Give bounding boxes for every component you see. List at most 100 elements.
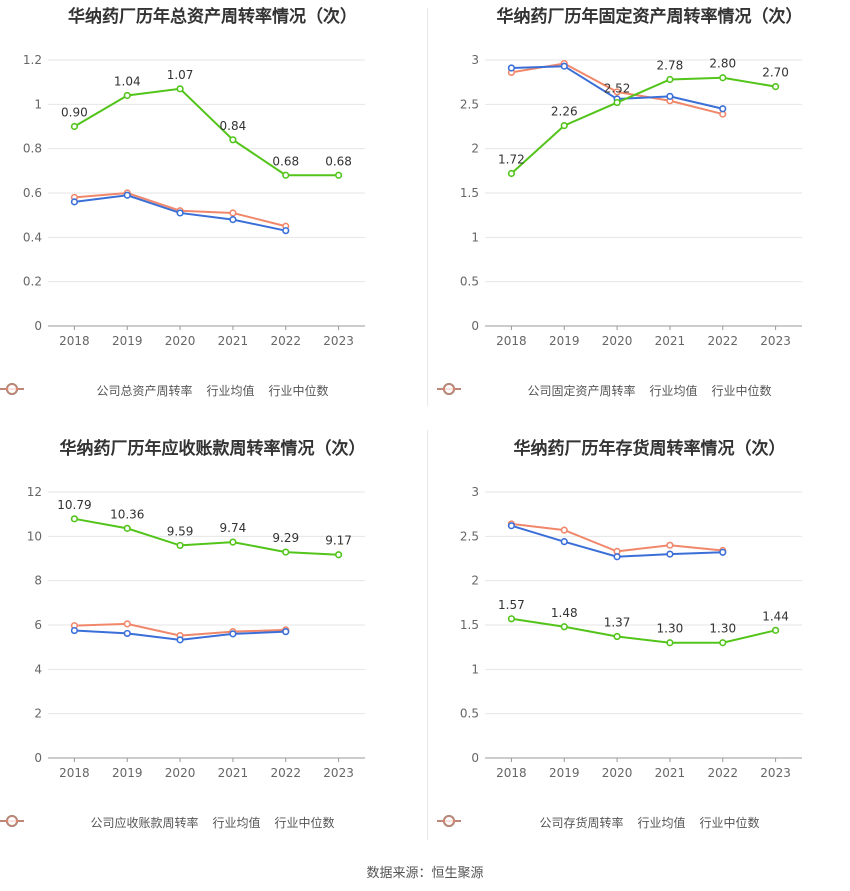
data-point xyxy=(229,630,237,638)
x-tick-label: 2019 xyxy=(112,766,143,780)
x-tick-label: 2021 xyxy=(655,334,686,348)
y-tick-label: 2.5 xyxy=(460,97,479,111)
x-tick-label: 2018 xyxy=(59,766,90,780)
legend-company[interactable]: 公司固定资产周转率 xyxy=(437,382,635,399)
y-tick-label: 1 xyxy=(34,97,42,111)
data-point xyxy=(507,169,516,178)
y-tick-label: 12 xyxy=(27,485,42,499)
data-label: 10.79 xyxy=(57,498,91,512)
line-chart-svg: 0 0.5 1 1.5 2 2.5 3 2018 2019 2020 2021 2022 2023 1.5… xyxy=(460,485,802,780)
data-point xyxy=(666,550,674,558)
legend-company[interactable]: 公司存货周转率 xyxy=(437,814,624,831)
legend-industry-average[interactable]: 行业均值 xyxy=(0,382,255,399)
y-tick-label: 8 xyxy=(34,574,42,588)
data-label: 9.74 xyxy=(220,521,247,535)
data-label: 1.30 xyxy=(709,622,736,636)
data-point xyxy=(123,91,131,100)
data-label: 9.29 xyxy=(272,531,299,545)
data-point xyxy=(719,74,727,82)
chart-panel-fixed-assets: 华纳药厂历年固定资产周转率情况（次） 0 0.5 1 1.5 2 2.5 3 2018 2019… xyxy=(437,0,850,430)
x-tick-label: 2020 xyxy=(165,766,196,780)
chart-legend: 公司总资产周转率 行业均值 行业中位数 xyxy=(0,382,425,399)
data-point xyxy=(666,541,674,549)
data-point xyxy=(70,626,79,635)
legend-industry-average[interactable]: 行业均值 xyxy=(0,814,261,831)
chart-panel-inventory: 华纳药厂历年存货周转率情况（次） 0 0.5 1 1.5 2 2.5 3 2018 2019 20… xyxy=(437,432,850,862)
y-tick-label: 1 xyxy=(471,230,479,244)
data-label: 0.68 xyxy=(325,154,352,168)
data-point xyxy=(123,524,131,532)
data-label: 1.48 xyxy=(551,606,578,620)
data-point xyxy=(560,62,568,70)
chart-panel-total-assets: 华纳药厂历年总资产周转率情况（次） 0 0.2 0.4 0.6 0.8 1 1.2 2018 2… xyxy=(0,0,425,430)
data-label: 1.07 xyxy=(167,68,194,82)
y-tick-label: 2.5 xyxy=(460,529,479,543)
x-tick-label: 2022 xyxy=(270,334,301,348)
data-label: 1.72 xyxy=(498,152,525,166)
data-label: 9.17 xyxy=(325,534,352,548)
data-label: 2.52 xyxy=(604,82,631,96)
legend-industry-median[interactable]: 行业中位数 xyxy=(437,814,760,831)
legend-industry-median[interactable]: 行业中位数 xyxy=(0,814,335,831)
legend-industry-median[interactable]: 行业中位数 xyxy=(437,382,772,399)
data-label: 9.59 xyxy=(167,524,194,538)
data-label: 1.57 xyxy=(498,598,525,612)
legend-label: 行业中位数 xyxy=(711,384,772,398)
legend-label: 公司存货周转率 xyxy=(539,816,624,830)
y-tick-label: 4 xyxy=(34,662,42,676)
data-point xyxy=(70,515,79,523)
legend-line-marker-icon xyxy=(0,815,24,827)
data-point xyxy=(229,538,237,546)
legend-label: 行业中位数 xyxy=(699,816,760,830)
chart-title: 华纳药厂历年总资产周转率情况（次） xyxy=(68,7,357,27)
x-tick-label: 2018 xyxy=(496,766,527,780)
legend-industry-average[interactable]: 行业均值 xyxy=(437,382,698,399)
data-point xyxy=(176,209,184,217)
panel-divider-bottom xyxy=(427,430,428,840)
chart-legend: 公司存货周转率 行业均值 行业中位数 xyxy=(437,814,850,831)
data-label: 10.36 xyxy=(110,507,144,521)
y-tick-label: 2 xyxy=(34,707,42,721)
data-point xyxy=(282,227,290,235)
legend-label: 行业中位数 xyxy=(274,816,335,830)
data-point xyxy=(507,615,516,623)
data-label: 1.04 xyxy=(114,74,141,88)
data-point xyxy=(176,85,184,93)
data-label: 2.80 xyxy=(709,57,736,71)
legend-line-marker-icon xyxy=(0,383,24,395)
legend-industry-median[interactable]: 行业中位数 xyxy=(0,382,329,399)
data-label: 0.68 xyxy=(272,154,299,168)
data-label: 2.70 xyxy=(762,66,789,80)
legend-label: 公司总资产周转率 xyxy=(96,384,193,398)
x-tick-label: 2023 xyxy=(760,766,791,780)
data-label: 0.90 xyxy=(61,106,88,120)
data-label: 2.26 xyxy=(551,105,578,119)
y-tick-label: 3 xyxy=(471,53,479,67)
data-point xyxy=(123,191,131,199)
data-point xyxy=(282,628,290,636)
data-point xyxy=(666,75,674,84)
data-point xyxy=(560,526,568,534)
data-point xyxy=(719,105,727,113)
legend-company[interactable]: 公司应收账款周转率 xyxy=(0,814,198,831)
data-label: 0.84 xyxy=(220,119,247,133)
data-point xyxy=(666,92,674,100)
legend-label: 行业均值 xyxy=(206,384,255,398)
legend-label: 行业均值 xyxy=(212,816,261,830)
data-point xyxy=(229,216,237,224)
x-tick-label: 2019 xyxy=(549,334,580,348)
y-tick-label: 0.5 xyxy=(460,707,479,721)
data-label: 1.30 xyxy=(657,622,684,636)
legend-industry-average[interactable]: 行业均值 xyxy=(437,814,686,831)
legend-label: 行业均值 xyxy=(637,816,686,830)
company-line xyxy=(510,76,776,175)
legend-company[interactable]: 公司总资产周转率 xyxy=(0,382,193,399)
data-point xyxy=(123,620,131,628)
legend-label: 行业中位数 xyxy=(268,384,329,398)
y-tick-label: 0.6 xyxy=(23,186,42,200)
y-tick-label: 1.5 xyxy=(460,186,479,200)
data-point xyxy=(771,82,780,91)
y-tick-label: 0 xyxy=(471,751,479,765)
data-point xyxy=(613,88,621,96)
legend-line-marker-icon xyxy=(437,383,461,395)
